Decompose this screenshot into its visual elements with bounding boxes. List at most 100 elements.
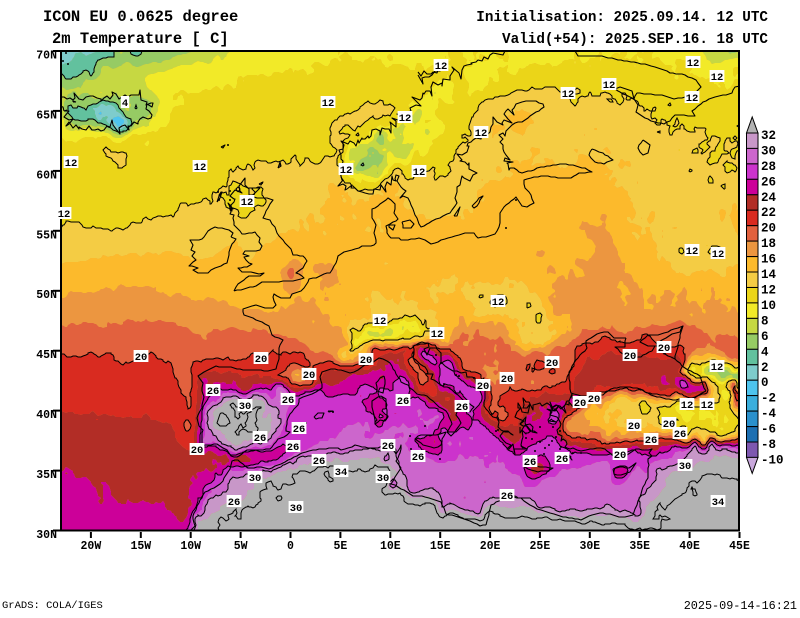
svg-text:12: 12 xyxy=(241,197,254,209)
svg-text:30: 30 xyxy=(761,144,776,158)
svg-text:20: 20 xyxy=(135,352,148,364)
svg-text:-6: -6 xyxy=(761,423,776,437)
svg-text:12: 12 xyxy=(712,249,725,261)
svg-text:34: 34 xyxy=(712,497,725,509)
svg-text:0: 0 xyxy=(761,376,769,390)
svg-text:12: 12 xyxy=(761,284,776,298)
svg-text:26: 26 xyxy=(382,441,395,453)
svg-text:4: 4 xyxy=(761,345,769,359)
svg-text:32: 32 xyxy=(761,129,776,143)
svg-text:50N: 50N xyxy=(36,289,57,302)
svg-text:26: 26 xyxy=(674,429,687,441)
svg-text:20: 20 xyxy=(624,351,637,363)
svg-text:12: 12 xyxy=(681,400,694,412)
svg-text:10E: 10E xyxy=(380,540,401,553)
svg-text:34: 34 xyxy=(335,467,348,479)
svg-text:20: 20 xyxy=(255,354,268,366)
svg-text:20: 20 xyxy=(663,419,676,431)
svg-text:15W: 15W xyxy=(130,540,151,553)
svg-text:20: 20 xyxy=(191,445,204,457)
svg-text:30E: 30E xyxy=(579,540,600,553)
svg-text:6: 6 xyxy=(761,330,769,344)
svg-text:40E: 40E xyxy=(679,540,700,553)
svg-text:28: 28 xyxy=(761,160,776,174)
svg-text:26: 26 xyxy=(524,457,537,469)
svg-text:26: 26 xyxy=(313,456,326,468)
svg-text:12: 12 xyxy=(413,167,426,179)
svg-text:12: 12 xyxy=(340,165,353,177)
svg-text:30: 30 xyxy=(377,473,390,485)
svg-text:30: 30 xyxy=(239,401,252,413)
svg-text:5E: 5E xyxy=(333,540,347,553)
svg-text:12: 12 xyxy=(711,72,724,84)
svg-text:20: 20 xyxy=(360,355,373,367)
svg-text:0: 0 xyxy=(287,540,294,553)
svg-text:65N: 65N xyxy=(36,109,57,122)
svg-text:20: 20 xyxy=(588,394,601,406)
svg-text:35E: 35E xyxy=(629,540,650,553)
svg-text:26: 26 xyxy=(412,452,425,464)
svg-text:26: 26 xyxy=(645,435,658,447)
svg-text:2025-09-14-16:21: 2025-09-14-16:21 xyxy=(684,599,797,613)
svg-text:5W: 5W xyxy=(234,540,248,553)
svg-text:Initialisation: 2025.09.14. 12: Initialisation: 2025.09.14. 12 UTC xyxy=(476,10,768,26)
svg-text:20: 20 xyxy=(574,398,587,410)
svg-text:30: 30 xyxy=(249,473,262,485)
svg-text:-4: -4 xyxy=(761,407,777,421)
svg-text:-8: -8 xyxy=(761,438,776,452)
svg-text:45N: 45N xyxy=(36,349,57,362)
svg-text:70N: 70N xyxy=(36,50,57,63)
svg-text:12: 12 xyxy=(399,113,412,125)
svg-text:2: 2 xyxy=(761,361,769,375)
svg-text:12: 12 xyxy=(687,58,700,70)
svg-text:26: 26 xyxy=(254,433,267,445)
svg-text:12: 12 xyxy=(686,93,699,105)
svg-text:20: 20 xyxy=(658,343,671,355)
svg-text:45E: 45E xyxy=(729,540,750,553)
svg-text:12: 12 xyxy=(711,362,724,374)
svg-text:12: 12 xyxy=(562,89,575,101)
svg-text:-10: -10 xyxy=(761,453,784,467)
svg-text:8: 8 xyxy=(761,314,769,328)
svg-text:16: 16 xyxy=(761,253,776,267)
svg-text:55N: 55N xyxy=(36,229,57,242)
svg-text:25E: 25E xyxy=(530,540,551,553)
svg-text:26: 26 xyxy=(397,396,410,408)
svg-text:ICON EU 0.0625 degree: ICON EU 0.0625 degree xyxy=(43,8,238,26)
svg-text:30N: 30N xyxy=(36,529,57,542)
svg-text:20E: 20E xyxy=(480,540,501,553)
svg-text:10: 10 xyxy=(761,299,776,313)
svg-text:Valid(+54): 2025.SEP.16. 18 UT: Valid(+54): 2025.SEP.16. 18 UTC xyxy=(502,32,768,48)
svg-text:12: 12 xyxy=(58,209,71,221)
svg-text:22: 22 xyxy=(761,206,776,220)
svg-text:20: 20 xyxy=(477,381,490,393)
svg-text:20: 20 xyxy=(628,421,641,433)
svg-text:20W: 20W xyxy=(81,540,102,553)
svg-text:30: 30 xyxy=(679,461,692,473)
svg-text:GrADS: COLA/IGES: GrADS: COLA/IGES xyxy=(2,600,103,612)
svg-text:12: 12 xyxy=(65,158,78,170)
svg-text:4: 4 xyxy=(122,98,128,110)
svg-text:60N: 60N xyxy=(36,169,57,182)
svg-text:26: 26 xyxy=(456,402,469,414)
svg-text:20: 20 xyxy=(761,222,776,236)
svg-text:40N: 40N xyxy=(36,409,57,422)
svg-text:15E: 15E xyxy=(430,540,451,553)
svg-text:26: 26 xyxy=(287,442,300,454)
svg-text:20: 20 xyxy=(303,370,316,382)
svg-text:12: 12 xyxy=(194,162,207,174)
svg-text:26: 26 xyxy=(761,175,776,189)
svg-text:12: 12 xyxy=(492,297,505,309)
svg-text:14: 14 xyxy=(761,268,777,282)
svg-text:35N: 35N xyxy=(36,469,57,482)
svg-text:24: 24 xyxy=(761,191,777,205)
svg-text:26: 26 xyxy=(501,491,514,503)
svg-text:26: 26 xyxy=(282,395,295,407)
svg-text:12: 12 xyxy=(322,98,335,110)
svg-text:20: 20 xyxy=(546,358,559,370)
svg-text:26: 26 xyxy=(556,454,569,466)
svg-text:12: 12 xyxy=(435,61,448,73)
svg-text:2m Temperature [ C]: 2m Temperature [ C] xyxy=(52,30,229,48)
svg-text:26: 26 xyxy=(228,497,241,509)
svg-text:10W: 10W xyxy=(180,540,201,553)
